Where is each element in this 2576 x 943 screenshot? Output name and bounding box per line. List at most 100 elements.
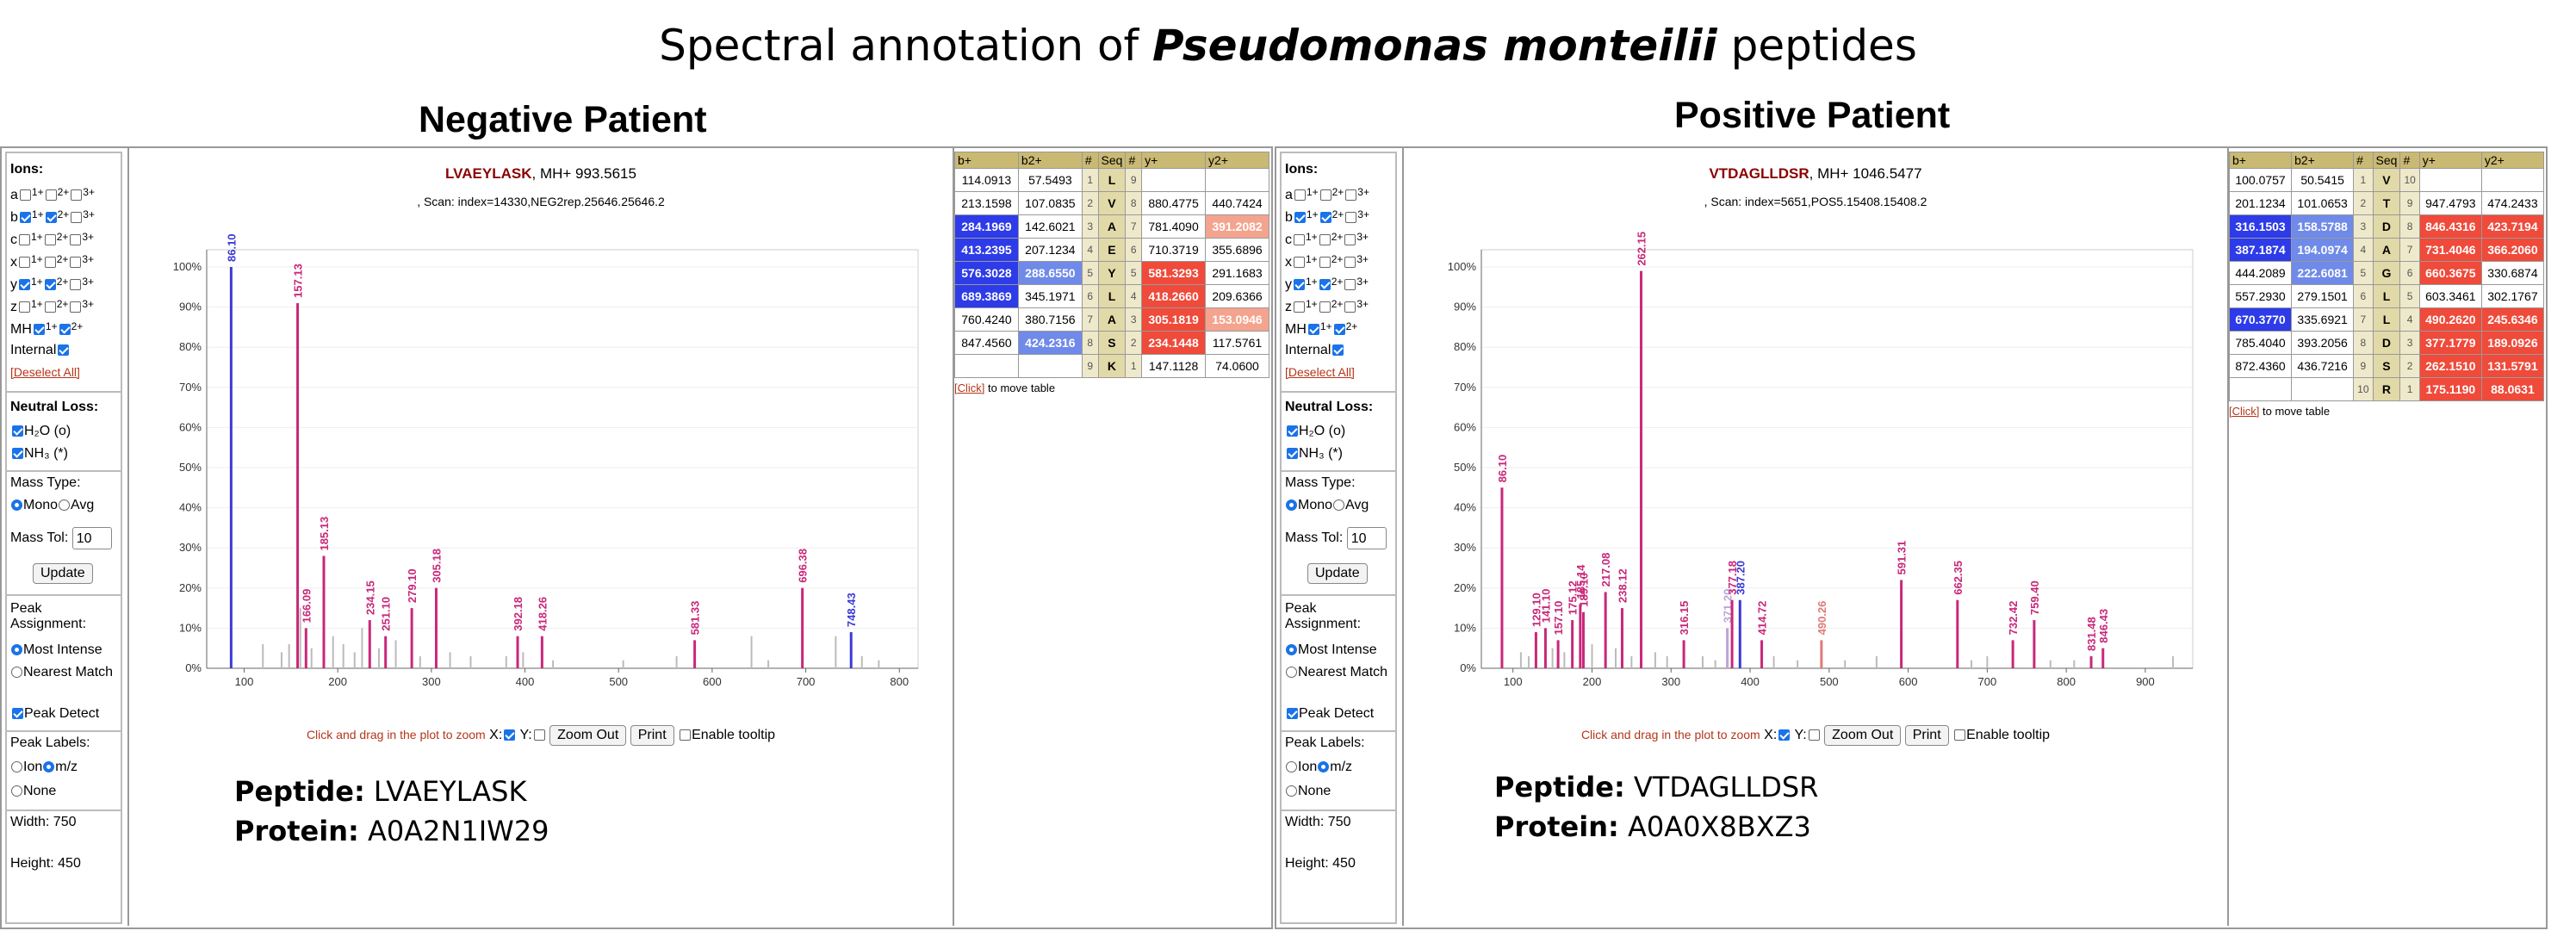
- fragment-table-container: b+ b2+ # Seq # y+ y2+ 114.0913 57.5493 1 L 9 213.159…: [954, 152, 1269, 394]
- ion-b-charge-2-checkbox[interactable]: [45, 212, 57, 223]
- cell-seq: A: [1097, 214, 1127, 239]
- ion-b-charge-1-checkbox[interactable]: [19, 212, 31, 223]
- move-table-link[interactable]: [Click]: [954, 382, 985, 394]
- internal-checkbox[interactable]: [1332, 344, 1344, 356]
- ion-c-charge-3-checkbox[interactable]: [1344, 234, 1356, 245]
- ion-x-charge-3-checkbox[interactable]: [1344, 257, 1356, 268]
- update-button[interactable]: Update: [1307, 563, 1368, 584]
- update-button[interactable]: Update: [33, 563, 93, 584]
- peak-detect-checkbox[interactable]: [1287, 708, 1298, 719]
- ion-a-charge-2-checkbox[interactable]: [1319, 189, 1331, 201]
- print-button[interactable]: Print: [1904, 725, 1949, 746]
- ion-x-charge-3-checkbox[interactable]: [70, 257, 82, 268]
- mh-charge-2-checkbox[interactable]: [59, 324, 71, 335]
- cell-y2: [2480, 168, 2545, 192]
- ion-z-charge-1-checkbox[interactable]: [1294, 301, 1305, 313]
- ion-b-charge-1-checkbox[interactable]: [1294, 212, 1306, 223]
- ion-y-charge-2-checkbox[interactable]: [44, 279, 56, 290]
- ion-a-charge-3-checkbox[interactable]: [1345, 189, 1357, 201]
- ion-c-charge-3-checkbox[interactable]: [70, 234, 82, 245]
- avg-radio[interactable]: [59, 499, 71, 511]
- ion-z-charge-3-checkbox[interactable]: [70, 301, 82, 313]
- ion-y-charge-2-checkbox[interactable]: [1319, 279, 1331, 290]
- print-button[interactable]: Print: [630, 725, 674, 746]
- ion-x-charge-1-checkbox[interactable]: [1294, 257, 1305, 268]
- deselect-all-link[interactable]: [Deselect All]: [1285, 365, 1355, 379]
- enable-tooltip-label: Enable tooltip: [1966, 728, 2051, 742]
- ion-y-charge-3-checkbox[interactable]: [1344, 279, 1356, 290]
- nearest-match-radio[interactable]: [1286, 667, 1297, 678]
- move-table-link[interactable]: [Click]: [2229, 405, 2260, 418]
- height-label: Height:: [10, 856, 54, 871]
- ion-c-charge-2-checkbox[interactable]: [44, 234, 56, 245]
- spectrum-chart[interactable]: 0% 10% 20% 30% 40% 50% 60% 70% 80% 90% 100% 100 200 3…: [160, 215, 935, 698]
- mass-tol-input[interactable]: 10: [1346, 527, 1387, 549]
- ion-a-charge-3-checkbox[interactable]: [71, 189, 83, 201]
- mh-charge-1-checkbox[interactable]: [1307, 324, 1319, 335]
- mono-radio[interactable]: [1286, 499, 1297, 511]
- ion-b-charge-3-checkbox[interactable]: [1345, 212, 1357, 223]
- plot-controls: Click and drag in the plot to zoom X: Y:…: [129, 725, 953, 746]
- mh-charge-2-checkbox[interactable]: [1333, 324, 1345, 335]
- spectrum-chart[interactable]: 0% 10% 20% 30% 40% 50% 60% 70% 80% 90% 100% 100 200 3…: [1435, 215, 2210, 698]
- none-label-radio[interactable]: [1286, 785, 1297, 797]
- ion-c-charge-1-checkbox[interactable]: [19, 234, 30, 245]
- y-zoom-checkbox[interactable]: [533, 729, 545, 741]
- ion-z-charge-2-checkbox[interactable]: [1319, 301, 1331, 313]
- peak-label: 581.33: [689, 601, 702, 636]
- ion-y-charge-3-checkbox[interactable]: [70, 279, 82, 290]
- x-zoom-checkbox[interactable]: [504, 729, 516, 741]
- nearest-match-radio[interactable]: [11, 667, 22, 678]
- zoom-out-button[interactable]: Zoom Out: [549, 725, 627, 746]
- ion-b-charge-2-checkbox[interactable]: [1319, 212, 1331, 223]
- deselect-all-link[interactable]: [Deselect All]: [10, 365, 80, 379]
- ion-b-charge-3-checkbox[interactable]: [71, 212, 83, 223]
- width-value[interactable]: 750: [53, 815, 77, 829]
- h2o-checkbox[interactable]: [1287, 425, 1298, 437]
- nh3-checkbox[interactable]: [12, 448, 23, 459]
- mh-charge-1-checkbox[interactable]: [33, 324, 45, 335]
- y-zoom-checkbox[interactable]: [1808, 729, 1820, 741]
- ion-a-charge-1-checkbox[interactable]: [1294, 189, 1306, 201]
- avg-radio[interactable]: [1333, 499, 1345, 511]
- ion-z-charge-1-checkbox[interactable]: [19, 301, 30, 313]
- mz-label-radio[interactable]: [1318, 761, 1330, 772]
- ion-a-charge-1-checkbox[interactable]: [19, 189, 31, 201]
- cell-seq: S: [2372, 354, 2401, 378]
- ion-y-charge-1-checkbox[interactable]: [19, 279, 30, 290]
- mono-radio[interactable]: [11, 499, 22, 511]
- ion-label-radio[interactable]: [1286, 761, 1297, 772]
- mz-label-radio[interactable]: [43, 761, 55, 772]
- peptide-info: Peptide: VTDAGLLDSR: [1494, 771, 1818, 803]
- h2o-label: H₂O (o): [1299, 424, 1346, 438]
- most-intense-radio[interactable]: [11, 644, 22, 655]
- x-tick-label: 100: [235, 675, 254, 688]
- ion-x-charge-2-checkbox[interactable]: [1319, 257, 1331, 268]
- enable-tooltip-checkbox[interactable]: [680, 729, 692, 741]
- internal-checkbox[interactable]: [58, 344, 70, 356]
- ion-x-charge-1-checkbox[interactable]: [19, 257, 30, 268]
- height-value[interactable]: 450: [58, 856, 81, 871]
- column-header: y+: [2418, 152, 2482, 169]
- mh-value: MH+ 993.5615: [539, 165, 636, 182]
- zoom-out-button[interactable]: Zoom Out: [1824, 725, 1902, 746]
- enable-tooltip-checkbox[interactable]: [1954, 729, 1966, 741]
- nh3-checkbox[interactable]: [1287, 448, 1298, 459]
- most-intense-radio[interactable]: [1286, 644, 1297, 655]
- width-value[interactable]: 750: [1327, 815, 1351, 829]
- cell-b2: [2291, 377, 2355, 401]
- peak-detect-checkbox[interactable]: [12, 708, 23, 719]
- ion-x-charge-2-checkbox[interactable]: [44, 257, 56, 268]
- h2o-checkbox[interactable]: [12, 425, 23, 437]
- ion-z-charge-2-checkbox[interactable]: [44, 301, 56, 313]
- ion-a-charge-2-checkbox[interactable]: [45, 189, 57, 201]
- height-value[interactable]: 450: [1332, 856, 1356, 871]
- ion-y-charge-1-checkbox[interactable]: [1294, 279, 1305, 290]
- x-zoom-checkbox[interactable]: [1778, 729, 1791, 741]
- ion-label-radio[interactable]: [11, 761, 22, 772]
- ion-z-charge-3-checkbox[interactable]: [1344, 301, 1356, 313]
- mass-tol-input[interactable]: 10: [71, 527, 112, 549]
- ion-c-charge-1-checkbox[interactable]: [1294, 234, 1305, 245]
- none-label-radio[interactable]: [11, 785, 22, 797]
- ion-c-charge-2-checkbox[interactable]: [1319, 234, 1331, 245]
